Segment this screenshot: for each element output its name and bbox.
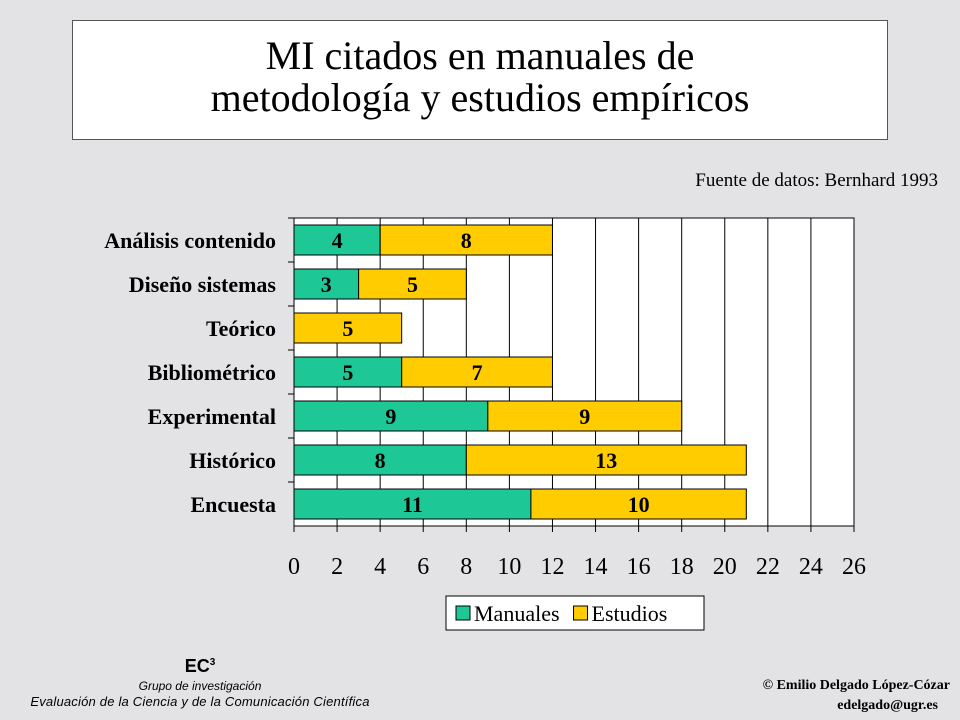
category-label-0: Análisis contenido <box>104 228 276 253</box>
ec3-logo: EC3 Grupo de investigación Evaluación de… <box>10 656 390 709</box>
data-label-estudios-5: 13 <box>595 448 617 473</box>
research-group-label: Grupo de investigación <box>138 679 262 693</box>
data-label-estudios-1: 5 <box>407 272 418 297</box>
data-label-manuales-5: 8 <box>375 448 386 473</box>
category-label-5: Histórico <box>189 448 276 473</box>
bar-estudios-2 <box>293 312 403 344</box>
x-tick-label-6: 6 <box>417 554 429 580</box>
x-tick-label-0: 0 <box>288 554 300 580</box>
bar-manuales-3 <box>293 356 403 388</box>
category-label-4: Experimental <box>148 404 276 429</box>
x-tick-label-12: 12 <box>540 554 564 580</box>
x-tick-label-8: 8 <box>460 554 472 580</box>
x-tick-label-16: 16 <box>627 554 651 580</box>
x-tick-label-10: 10 <box>497 554 521 580</box>
title-box: MI citados en manuales de metodología y … <box>72 20 888 140</box>
data-source-note: Fuente de datos: Bernhard 1993 <box>695 170 938 191</box>
data-label-manuales-0: 4 <box>332 228 343 253</box>
data-label-estudios-0: 8 <box>461 228 472 253</box>
bar-estudios-0 <box>379 224 553 256</box>
x-tick-label-20: 20 <box>713 554 737 580</box>
x-tick-label-4: 4 <box>374 554 386 580</box>
x-tick-label-18: 18 <box>670 554 694 580</box>
data-label-manuales-3: 5 <box>342 360 353 385</box>
data-label-manuales-1: 3 <box>321 272 332 297</box>
data-label-manuales-6: 11 <box>402 492 423 517</box>
bar-estudios-4 <box>487 400 683 432</box>
category-label-3: Bibliométrico <box>148 360 276 385</box>
bar-estudios-6 <box>530 488 747 520</box>
legend-label-manuales: Manuales <box>474 601 560 626</box>
category-label-1: Diseño sistemas <box>129 272 277 297</box>
bar-manuales-5 <box>293 444 467 476</box>
title-line-2: metodología y estudios empíricos <box>210 75 750 120</box>
data-label-estudios-6: 10 <box>628 492 650 517</box>
data-label-estudios-3: 7 <box>472 360 483 385</box>
x-tick-label-24: 24 <box>799 554 823 580</box>
title-line-1: MI citados en manuales de <box>265 33 695 78</box>
x-tick-label-22: 22 <box>756 554 780 580</box>
x-tick-label-26: 26 <box>842 554 866 580</box>
bar-manuales-1 <box>293 268 360 300</box>
legend-swatch-estudios <box>573 605 589 621</box>
legend-label-estudios: Estudios <box>592 601 668 626</box>
author-name: © Emilio Delgado López-Cózar <box>762 678 950 693</box>
author-credit: © Emilio Delgado López-Cózar edelgado@ug… <box>763 676 950 716</box>
data-label-estudios-2: 5 <box>342 316 353 341</box>
research-group-name: Evaluación de la Ciencia y de la Comunic… <box>30 694 370 709</box>
category-label-2: Teórico <box>206 316 276 341</box>
bar-estudios-3 <box>401 356 553 388</box>
ec3-logo-text: EC3 <box>184 656 216 676</box>
bar-estudios-5 <box>465 444 747 476</box>
category-label-6: Encuesta <box>190 492 276 517</box>
x-tick-label-14: 14 <box>584 554 608 580</box>
data-label-manuales-4: 9 <box>385 404 396 429</box>
bar-manuales-4 <box>293 400 489 432</box>
author-email[interactable]: edelgado@ugr.es <box>837 698 938 713</box>
bar-manuales-6 <box>293 488 532 520</box>
legend-swatch-manuales <box>455 605 471 621</box>
bar-estudios-1 <box>358 268 467 300</box>
x-tick-label-2: 2 <box>331 554 343 580</box>
data-label-estudios-4: 9 <box>579 404 590 429</box>
